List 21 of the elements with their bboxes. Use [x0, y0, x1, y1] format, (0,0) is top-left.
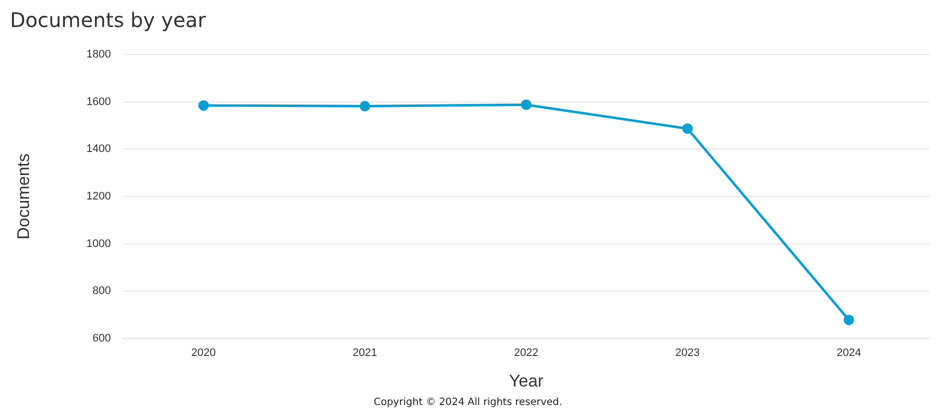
y-axis-title: Documents	[14, 154, 33, 240]
y-tick-label: 1600	[86, 96, 111, 108]
x-tick-label: 2023	[675, 347, 700, 360]
y-tick-label: 1400	[86, 143, 111, 156]
x-tick-label: 2024	[836, 347, 862, 360]
x-tick-label: 2021	[352, 347, 378, 360]
y-tick-label: 600	[92, 332, 111, 344]
x-tick-label: 2020	[191, 347, 216, 360]
y-tick-label: 800	[92, 285, 111, 298]
y-tick-label: 1000	[86, 238, 111, 250]
point	[360, 100, 370, 112]
y-tick-label: 1800	[86, 48, 111, 61]
chart-title: Documents by year	[10, 8, 206, 32]
y-tick-label: 1200	[86, 190, 111, 203]
x-tick-label: 2022	[514, 347, 538, 360]
point	[844, 314, 854, 326]
x-axis-title: Year	[509, 371, 544, 390]
text: Copyright © 2024 All rights reserved.	[372, 397, 564, 408]
point	[520, 99, 532, 110]
point	[198, 100, 209, 111]
point	[682, 123, 693, 134]
